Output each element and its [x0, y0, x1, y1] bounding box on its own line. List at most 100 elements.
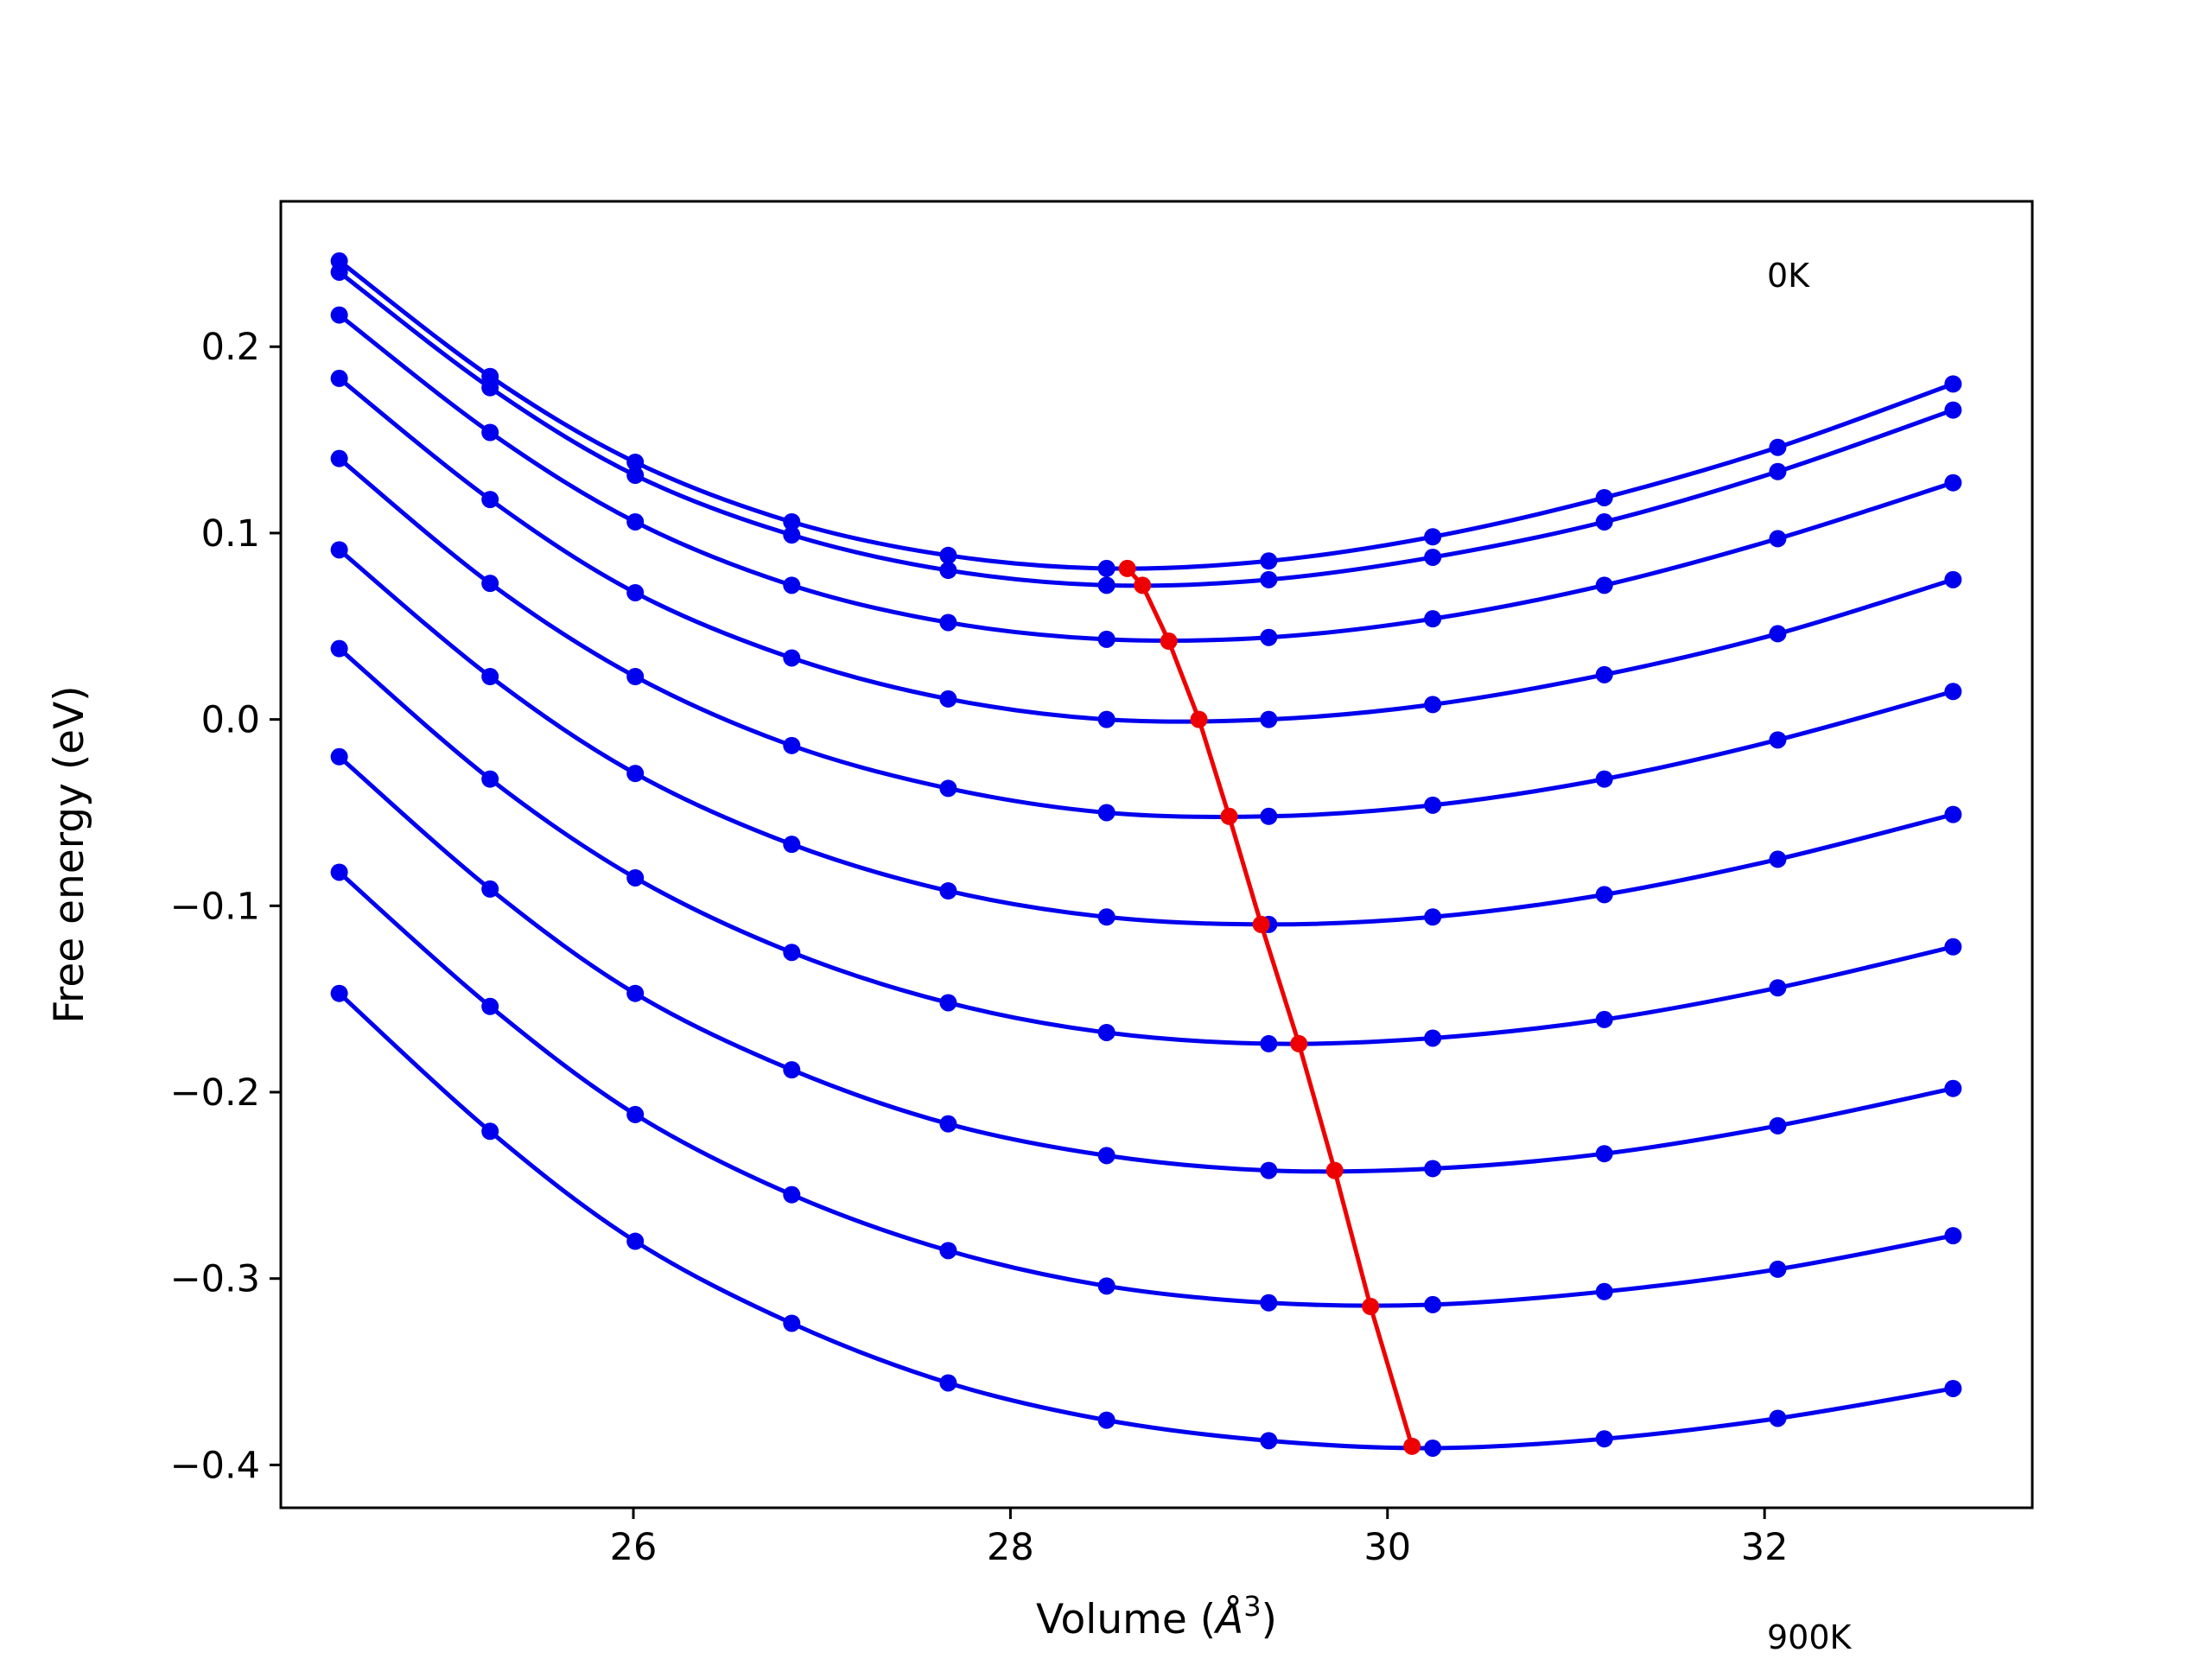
minimum-point	[1403, 1437, 1421, 1455]
series-6	[330, 639, 1962, 1052]
data-point	[1424, 696, 1442, 714]
data-point	[1097, 908, 1116, 926]
data-point	[1595, 512, 1613, 531]
data-point	[1595, 886, 1613, 904]
series-9	[330, 984, 1962, 1457]
data-point	[330, 863, 348, 881]
y-tick-label: −0.4	[170, 1444, 260, 1487]
data-point	[939, 779, 957, 798]
annotation-0k: 0K	[1767, 257, 1810, 295]
data-point	[1595, 1430, 1613, 1448]
data-point	[1595, 488, 1613, 506]
y-axis-label: Free energy (eV)	[46, 685, 93, 1023]
minimum-point	[1252, 915, 1270, 933]
x-axis-label-exponent: 3	[1243, 1590, 1261, 1623]
data-point	[1260, 570, 1278, 588]
data-point	[1769, 1260, 1787, 1278]
data-point	[481, 668, 499, 686]
data-point	[626, 984, 645, 1002]
series-8	[330, 863, 1962, 1313]
x-tick-label: 32	[1741, 1526, 1789, 1569]
data-point	[1769, 438, 1787, 456]
x-axis-label-unit: Å	[1213, 1596, 1243, 1643]
data-point	[783, 1314, 801, 1332]
data-point	[939, 882, 957, 900]
data-point	[1097, 630, 1116, 648]
data-point	[939, 1242, 957, 1260]
minimum-point	[1290, 1034, 1308, 1052]
data-point	[1260, 1294, 1278, 1312]
data-point	[1769, 850, 1787, 868]
series-4	[330, 449, 1962, 825]
series-5	[330, 541, 1962, 933]
x-tick-label: 28	[987, 1526, 1034, 1569]
data-point	[1424, 1439, 1442, 1457]
data-point	[1097, 1411, 1116, 1429]
data-point	[1944, 683, 1962, 701]
data-point	[481, 491, 499, 509]
plot-frame	[279, 200, 2034, 1510]
data-point	[1424, 528, 1442, 546]
data-point	[783, 576, 801, 594]
y-tick-label: −0.3	[170, 1258, 260, 1301]
data-point	[939, 690, 957, 708]
data-point	[1944, 805, 1962, 823]
data-point	[481, 378, 499, 397]
data-point	[939, 546, 957, 564]
x-axis-ticks: 26 28 30 32	[610, 1508, 1789, 1569]
data-point	[481, 575, 499, 593]
data-point	[1260, 1432, 1278, 1450]
data-point	[783, 736, 801, 754]
data-point	[1595, 1010, 1613, 1028]
minimum-path-layer	[1118, 559, 1421, 1455]
data-point	[330, 306, 348, 324]
data-point	[1424, 1029, 1442, 1047]
data-point	[1769, 1409, 1787, 1427]
data-point	[1944, 375, 1962, 393]
data-point	[626, 765, 645, 783]
data-point	[626, 1232, 645, 1250]
data-point	[626, 868, 645, 887]
minimum-path-line	[1125, 567, 1414, 1447]
data-point	[1944, 1379, 1962, 1397]
data-point	[626, 467, 645, 485]
data-point	[1769, 625, 1787, 643]
annotation-900k: 900K	[1767, 1618, 1853, 1656]
data-point	[783, 526, 801, 544]
y-tick-label: 0.0	[201, 699, 260, 742]
data-point	[939, 994, 957, 1012]
curves-layer	[330, 252, 1962, 1457]
data-point	[939, 562, 957, 580]
x-axis-label-close: )	[1262, 1596, 1277, 1643]
data-point	[1944, 474, 1962, 492]
series-3	[330, 369, 1962, 728]
data-point	[1260, 710, 1278, 728]
data-point	[481, 1122, 499, 1141]
data-point	[783, 649, 801, 667]
data-point	[1944, 1227, 1962, 1245]
x-axis-label-main: Volume (	[1036, 1596, 1216, 1643]
data-point	[783, 512, 801, 531]
data-point	[1944, 570, 1962, 588]
data-point	[330, 639, 348, 658]
series-0	[330, 252, 1962, 577]
data-point	[1424, 610, 1442, 628]
y-tick-label: −0.2	[170, 1071, 260, 1115]
data-point	[1097, 576, 1116, 594]
data-point	[1260, 1161, 1278, 1179]
y-tick-label: 0.1	[201, 512, 260, 556]
data-point	[1769, 1116, 1787, 1135]
data-point	[626, 583, 645, 601]
data-point	[1260, 807, 1278, 825]
y-tick-label: −0.1	[170, 885, 260, 928]
data-point	[783, 944, 801, 962]
minimum-point	[1134, 576, 1152, 594]
data-point	[481, 880, 499, 898]
data-point	[1097, 1147, 1116, 1165]
minimum-point	[1190, 710, 1208, 728]
data-point	[481, 423, 499, 442]
data-point	[1944, 401, 1962, 419]
x-tick-label: 30	[1363, 1526, 1411, 1569]
